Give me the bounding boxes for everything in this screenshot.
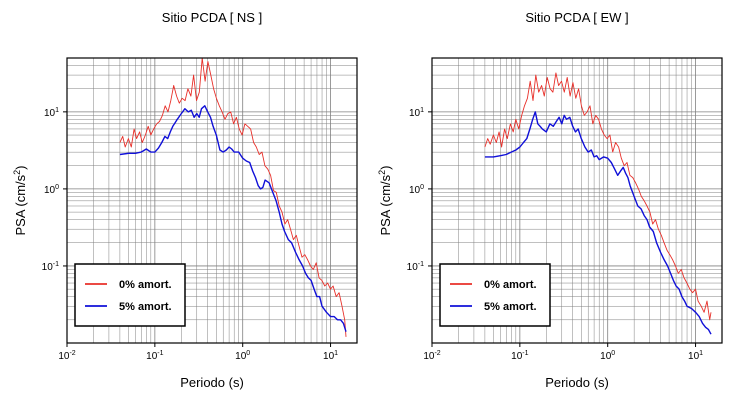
x-tick-label: 100 — [235, 350, 250, 362]
chart-title: Sitio PCDA [ EW ] — [525, 10, 628, 25]
x-tick-label: 101 — [688, 350, 703, 362]
x-tick-label: 10-2 — [58, 350, 75, 362]
y-tick-label: 10-1 — [407, 261, 424, 273]
legend-label-0pct: 0% amort. — [484, 279, 537, 291]
y-axis-label: PSA (cm/s2) — [12, 165, 28, 235]
legend-label-5pct: 5% amort. — [119, 301, 172, 313]
chart-title: Sitio PCDA [ NS ] — [162, 10, 262, 25]
legend: 0% amort. 5% amort. — [74, 263, 186, 327]
series-line-0pct — [484, 72, 712, 321]
grid — [431, 57, 723, 344]
x-tick-label: 10-2 — [423, 350, 440, 362]
series-line-5pct — [484, 111, 712, 335]
legend-box — [74, 263, 186, 327]
x-tick-label: 10-1 — [511, 350, 528, 362]
plot-frame — [66, 57, 358, 344]
y-tick-label: 101 — [409, 107, 424, 119]
x-tick-label: 100 — [600, 350, 615, 362]
x-tick-label: 101 — [323, 350, 338, 362]
x-axis-label: Periodo (s) — [180, 375, 244, 390]
y-tick-label: 101 — [44, 107, 59, 119]
y-axis-label: PSA (cm/s2) — [377, 165, 393, 235]
series-line-0pct — [119, 57, 347, 337]
series-line-5pct — [119, 105, 347, 332]
y-tick-label: 100 — [409, 184, 424, 196]
legend-label-0pct: 0% amort. — [119, 279, 172, 291]
plot-frame — [431, 57, 723, 344]
ns-spectrum-panel: 10-2 10-1 100 101 10-1 100 101 Sitio PCDA [ NS … — [12, 10, 358, 390]
x-tick-label: 10-1 — [146, 350, 163, 362]
y-tick-label: 100 — [44, 184, 59, 196]
legend-box — [439, 263, 551, 327]
y-tick-label: 10-1 — [42, 261, 59, 273]
x-axis-label: Periodo (s) — [545, 375, 609, 390]
ew-spectrum-panel: 10-2 10-1 100 101 10-1 100 101 Sitio PCDA [ EW … — [377, 10, 723, 390]
legend-label-5pct: 5% amort. — [484, 301, 537, 313]
legend: 0% amort. 5% amort. — [439, 263, 551, 327]
